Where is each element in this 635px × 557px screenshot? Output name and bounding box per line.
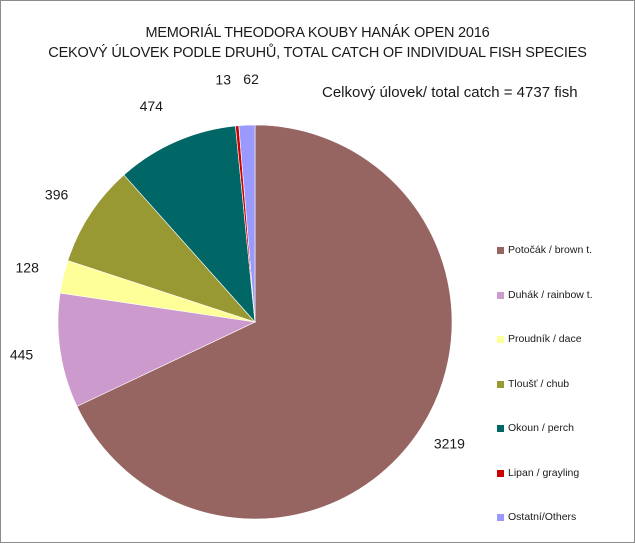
pie-slice bbox=[57, 292, 257, 407]
legend-swatch bbox=[497, 291, 504, 299]
legend-label: Okoun / perch bbox=[508, 422, 574, 434]
legend-label: Tloušť / chub bbox=[508, 377, 570, 390]
chart-subtitle: CEKOVÝ ÚLOVEK PODLE DRUHŮ, TOTAL CATCH O… bbox=[48, 45, 587, 61]
legend-swatch bbox=[497, 425, 504, 432]
chart-title: MEMORIÁL THEODORA KOUBY HANÁK OPEN 2016 bbox=[145, 25, 490, 41]
legend-label: Duhák / rainbow t. bbox=[508, 288, 593, 301]
slice-value-label: 62 bbox=[243, 71, 259, 87]
pie-slice bbox=[67, 174, 256, 323]
slice-value-label: 445 bbox=[10, 347, 34, 363]
total-catch-annotation: Celkový úlovek/ total catch = 4737 fish bbox=[322, 84, 578, 101]
legend-swatch bbox=[497, 247, 504, 254]
legend-swatch bbox=[497, 514, 504, 521]
legend-label: Proudník / dace bbox=[508, 333, 582, 345]
legend-swatch bbox=[497, 380, 504, 388]
pie-slice bbox=[76, 124, 453, 520]
slice-value-label: 128 bbox=[16, 260, 40, 276]
chart-frame: MEMORIÁL THEODORA KOUBY HANÁK OPEN 2016 … bbox=[0, 0, 635, 543]
legend-label: Ostatní/Others bbox=[508, 511, 577, 523]
legend-swatch bbox=[497, 336, 504, 343]
slice-value-label: 13 bbox=[215, 72, 231, 88]
legend-label: Potočák / brown t. bbox=[508, 244, 593, 256]
slice-value-label: 3219 bbox=[434, 436, 465, 452]
legend-swatch bbox=[497, 469, 504, 477]
pie-chart: 3219 445 128 396 474 13 62 bbox=[10, 71, 465, 520]
pie-slice bbox=[238, 124, 256, 323]
legend-label: Lipan / grayling bbox=[508, 466, 580, 479]
slice-value-label: 396 bbox=[45, 187, 69, 203]
pie-slice bbox=[123, 125, 256, 323]
slice-value-label: 474 bbox=[140, 98, 164, 114]
